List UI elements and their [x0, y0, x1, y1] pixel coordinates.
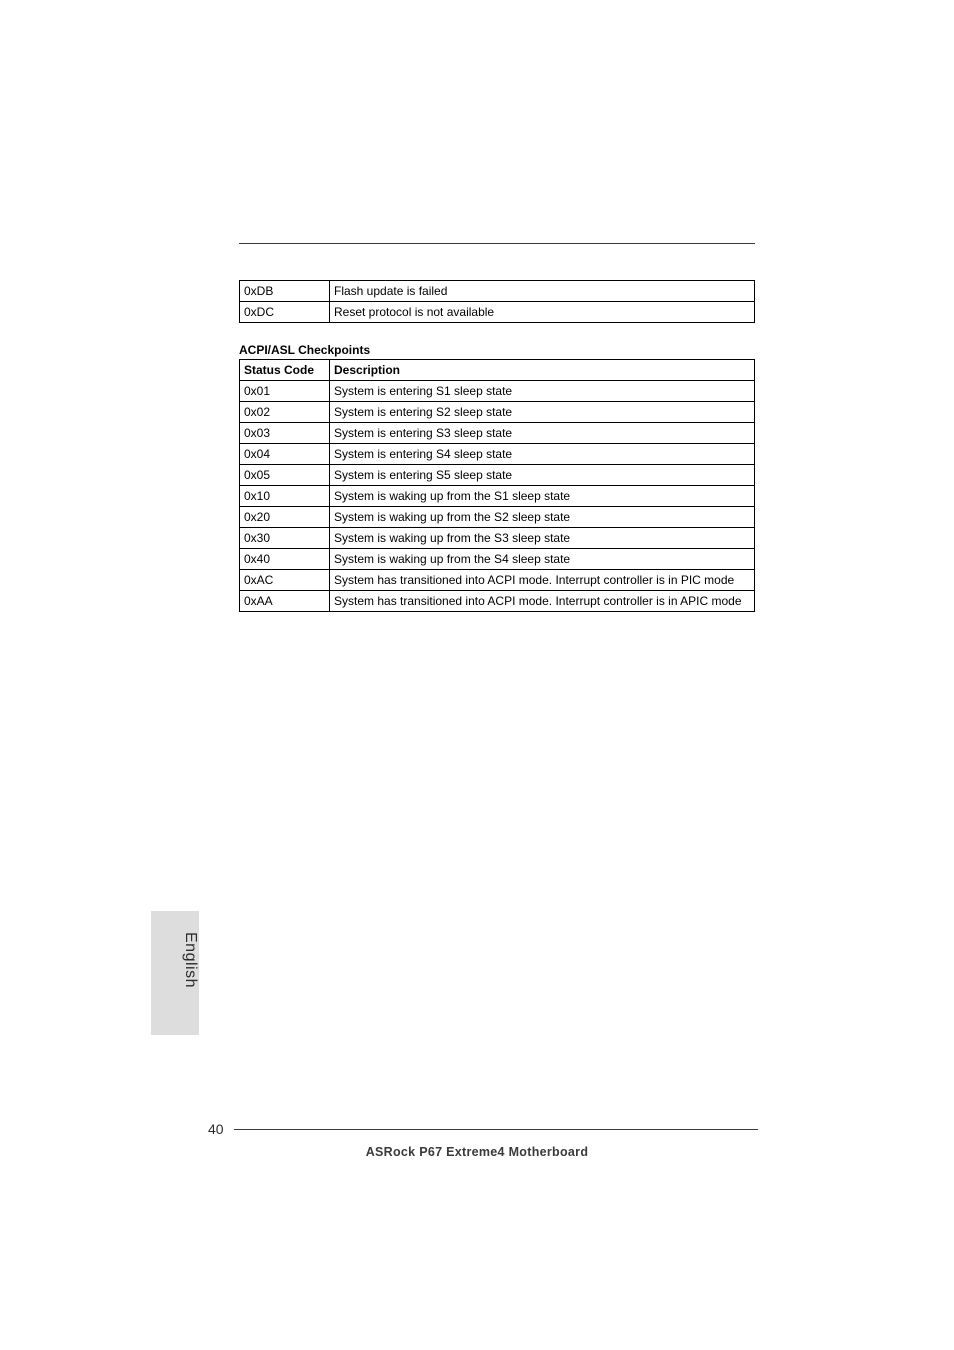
table-row: 0x40 System is waking up from the S4 sle… — [240, 549, 755, 570]
desc-cell: System is waking up from the S4 sleep st… — [330, 549, 755, 570]
top-table-body: 0xDB Flash update is failed 0xDC Reset p… — [240, 281, 755, 323]
desc-cell: System is waking up from the S3 sleep st… — [330, 528, 755, 549]
desc-cell: System is entering S5 sleep state — [330, 465, 755, 486]
top-horizontal-rule — [239, 243, 755, 244]
table-row: 0x30 System is waking up from the S3 sle… — [240, 528, 755, 549]
code-cell: 0xDC — [240, 302, 330, 323]
desc-cell: System is waking up from the S1 sleep st… — [330, 486, 755, 507]
table-row: 0xAC System has transitioned into ACPI m… — [240, 570, 755, 591]
code-cell: 0xDB — [240, 281, 330, 302]
table-row: 0x05 System is entering S5 sleep state — [240, 465, 755, 486]
page-number: 40 — [208, 1121, 224, 1137]
desc-cell: System is entering S3 sleep state — [330, 423, 755, 444]
table-row: 0x03 System is entering S3 sleep state — [240, 423, 755, 444]
code-cell: 0x30 — [240, 528, 330, 549]
desc-cell: System is entering S4 sleep state — [330, 444, 755, 465]
code-cell: 0x40 — [240, 549, 330, 570]
status-code-header: Status Code — [240, 360, 330, 381]
table-row: 0x02 System is entering S2 sleep state — [240, 402, 755, 423]
desc-cell: System is entering S2 sleep state — [330, 402, 755, 423]
acpi-table-body: 0x01 System is entering S1 sleep state 0… — [240, 381, 755, 612]
table-row: 0x10 System is waking up from the S1 sle… — [240, 486, 755, 507]
code-cell: 0x20 — [240, 507, 330, 528]
table-header-row: Status Code Description — [240, 360, 755, 381]
code-cell: 0xAA — [240, 591, 330, 612]
code-cell: 0x03 — [240, 423, 330, 444]
section-title-acpi: ACPI/ASL Checkpoints — [239, 343, 755, 357]
code-cell: 0x04 — [240, 444, 330, 465]
table-row: 0x01 System is entering S1 sleep state — [240, 381, 755, 402]
main-content: 0xDB Flash update is failed 0xDC Reset p… — [239, 280, 755, 612]
table-row: 0x04 System is entering S4 sleep state — [240, 444, 755, 465]
code-cell: 0x02 — [240, 402, 330, 423]
desc-cell: Reset protocol is not available — [330, 302, 755, 323]
footer-product-name: ASRock P67 Extreme4 Motherboard — [0, 1145, 954, 1159]
table-row: 0x20 System is waking up from the S2 sle… — [240, 507, 755, 528]
desc-cell: System is waking up from the S2 sleep st… — [330, 507, 755, 528]
desc-cell: System has transitioned into ACPI mode. … — [330, 570, 755, 591]
code-cell: 0xAC — [240, 570, 330, 591]
table-row: 0xAA System has transitioned into ACPI m… — [240, 591, 755, 612]
description-header: Description — [330, 360, 755, 381]
code-cell: 0x10 — [240, 486, 330, 507]
code-cell: 0x05 — [240, 465, 330, 486]
desc-cell: System has transitioned into ACPI mode. … — [330, 591, 755, 612]
desc-cell: System is entering S1 sleep state — [330, 381, 755, 402]
code-cell: 0x01 — [240, 381, 330, 402]
side-language-label: English — [151, 932, 199, 988]
top-continuation-table: 0xDB Flash update is failed 0xDC Reset p… — [239, 280, 755, 323]
desc-cell: Flash update is failed — [330, 281, 755, 302]
table-row: 0xDB Flash update is failed — [240, 281, 755, 302]
acpi-checkpoints-table: Status Code Description 0x01 System is e… — [239, 359, 755, 612]
footer-horizontal-rule — [234, 1129, 758, 1130]
table-row: 0xDC Reset protocol is not available — [240, 302, 755, 323]
